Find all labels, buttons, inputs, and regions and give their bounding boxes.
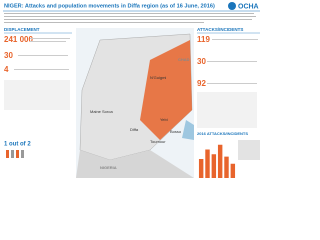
left-text [4, 38, 70, 110]
bar [211, 154, 217, 178]
right-text [197, 39, 258, 128]
page: NIGER: Attacks and population movements … [3, 2, 260, 178]
intro-text [4, 13, 256, 23]
people-icons [6, 150, 24, 158]
bar [198, 159, 204, 178]
country: CHAD [178, 57, 190, 62]
place: Diffa [130, 127, 139, 132]
share: 1 out of 2 [4, 142, 31, 148]
stat: 92 [197, 79, 206, 88]
right-heading: ATTACKS/INCIDENTS [197, 27, 243, 32]
inset-map [238, 140, 260, 160]
left-heading: DISPLACEMENT [4, 27, 40, 32]
place: Toumour [150, 139, 166, 144]
stat: 30 [197, 57, 206, 66]
logo-icon [228, 2, 236, 10]
logo: OCHA [238, 3, 259, 10]
bar [224, 156, 229, 178]
country: NIGERIA [100, 165, 117, 170]
bar-chart [198, 144, 236, 178]
bar [205, 149, 210, 178]
place: Bosso [170, 129, 182, 134]
bar [217, 144, 223, 178]
bar [230, 163, 236, 178]
stat: 4 [4, 65, 9, 74]
map [76, 28, 194, 178]
place: Yebi [160, 117, 168, 122]
chart-title: 2016 ATTACKS/INCIDENTS [197, 131, 248, 136]
stat: 30 [4, 51, 13, 60]
place: N'Guigmi [150, 75, 166, 80]
stat: 241 000 [4, 35, 33, 44]
place: Maine Soroa [90, 109, 113, 114]
stat: 119 [197, 35, 210, 44]
title: NIGER: Attacks and population movements … [4, 3, 215, 9]
